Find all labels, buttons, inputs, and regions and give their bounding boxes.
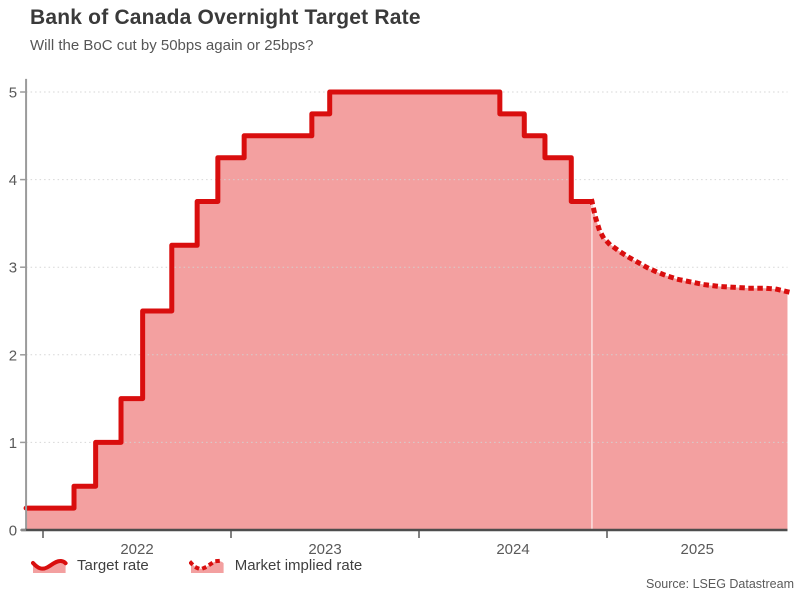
y-tick-label: 0: [9, 523, 17, 540]
target-rate-line: [23, 89, 595, 511]
source-credit: Source: LSEG Datastream: [646, 577, 794, 591]
legend-item-target-rate: Target rate: [31, 557, 149, 574]
y-tick-label: 5: [9, 85, 17, 102]
x-tick-label: 2023: [308, 541, 341, 558]
implied-rate-line: [588, 198, 791, 295]
target-rate-swatch-icon: [31, 558, 68, 573]
y-tick-label: 1: [9, 435, 17, 452]
y-tick-label: 4: [9, 172, 17, 189]
x-tick-label: 2025: [681, 541, 714, 558]
chart-legend: Target rate Market implied rate: [31, 557, 362, 574]
target-rate-area: [26, 92, 592, 530]
legend-label-target-rate: Target rate: [77, 557, 149, 574]
y-tick-label: 3: [9, 260, 17, 277]
legend-label-market-implied-rate: Market implied rate: [234, 557, 363, 574]
x-tick-label: 2022: [120, 541, 153, 558]
implied-rate-area: [591, 201, 788, 530]
market-implied-rate-swatch-icon: [188, 558, 226, 573]
y-tick-label: 2: [9, 347, 17, 364]
page-title: Bank of Canada Overnight Target Rate: [30, 6, 421, 29]
x-tick-label: 2024: [496, 541, 529, 558]
chart-subtitle: Will the BoC cut by 50bps again or 25bps…: [30, 37, 314, 54]
legend-item-market-implied-rate: Market implied rate: [188, 557, 363, 574]
